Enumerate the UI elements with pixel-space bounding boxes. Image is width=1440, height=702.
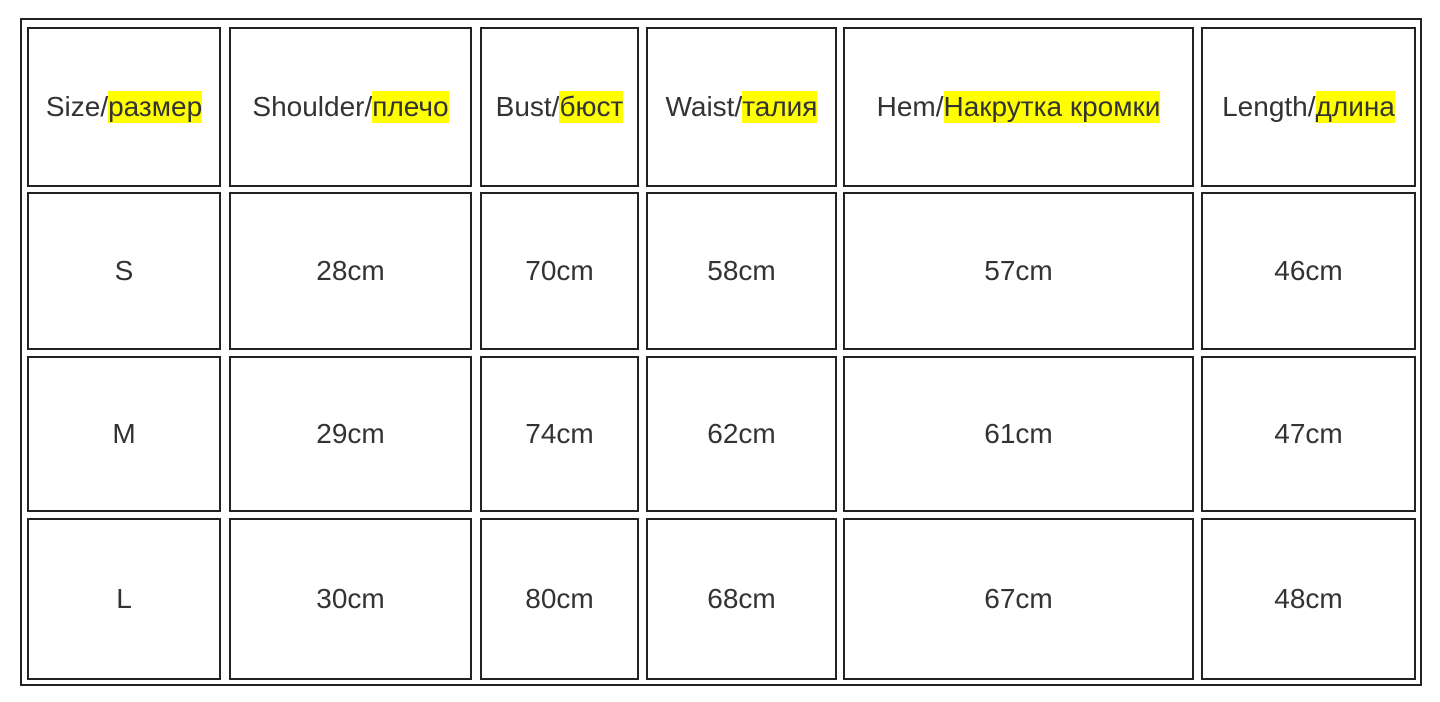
header-cell: Length/длина [1201, 27, 1416, 187]
table-cell: M [27, 356, 221, 512]
table-cell: 68cm [646, 518, 837, 680]
table-cell: L [27, 518, 221, 680]
header-translation: талия [742, 91, 818, 123]
table-cell: 28cm [229, 192, 472, 350]
header-label: Waist/ [665, 91, 743, 122]
header-translation: бюст [559, 91, 624, 123]
header-cell: Bust/бюст [480, 27, 639, 187]
header-cell: Size/размер [27, 27, 221, 187]
header-label: Bust/ [495, 91, 560, 122]
header-cell: Waist/талия [646, 27, 837, 187]
header-translation: размер [108, 91, 203, 123]
header-label: Shoulder/ [252, 91, 373, 122]
header-translation: Накрутка кромки [943, 91, 1161, 123]
header-translation: плечо [372, 91, 449, 123]
header-label: Length/ [1222, 91, 1316, 122]
table-cell: 74cm [480, 356, 639, 512]
table-cell: 47cm [1201, 356, 1416, 512]
header-translation: длина [1315, 91, 1395, 123]
table-cell: 57cm [843, 192, 1194, 350]
table-cell: 30cm [229, 518, 472, 680]
header-label: Size/ [45, 91, 109, 122]
table-cell: 70cm [480, 192, 639, 350]
table-cell: 67cm [843, 518, 1194, 680]
header-cell: Hem/Накрутка кромки [843, 27, 1194, 187]
table-cell: 62cm [646, 356, 837, 512]
header-cell: Shoulder/плечо [229, 27, 472, 187]
table-frame [20, 18, 1422, 686]
table-cell: 61cm [843, 356, 1194, 512]
header-label: Hem/ [876, 91, 944, 122]
table-cell: 48cm [1201, 518, 1416, 680]
table-cell: 58cm [646, 192, 837, 350]
table-cell: S [27, 192, 221, 350]
table-cell: 46cm [1201, 192, 1416, 350]
table-cell: 80cm [480, 518, 639, 680]
table-cell: 29cm [229, 356, 472, 512]
